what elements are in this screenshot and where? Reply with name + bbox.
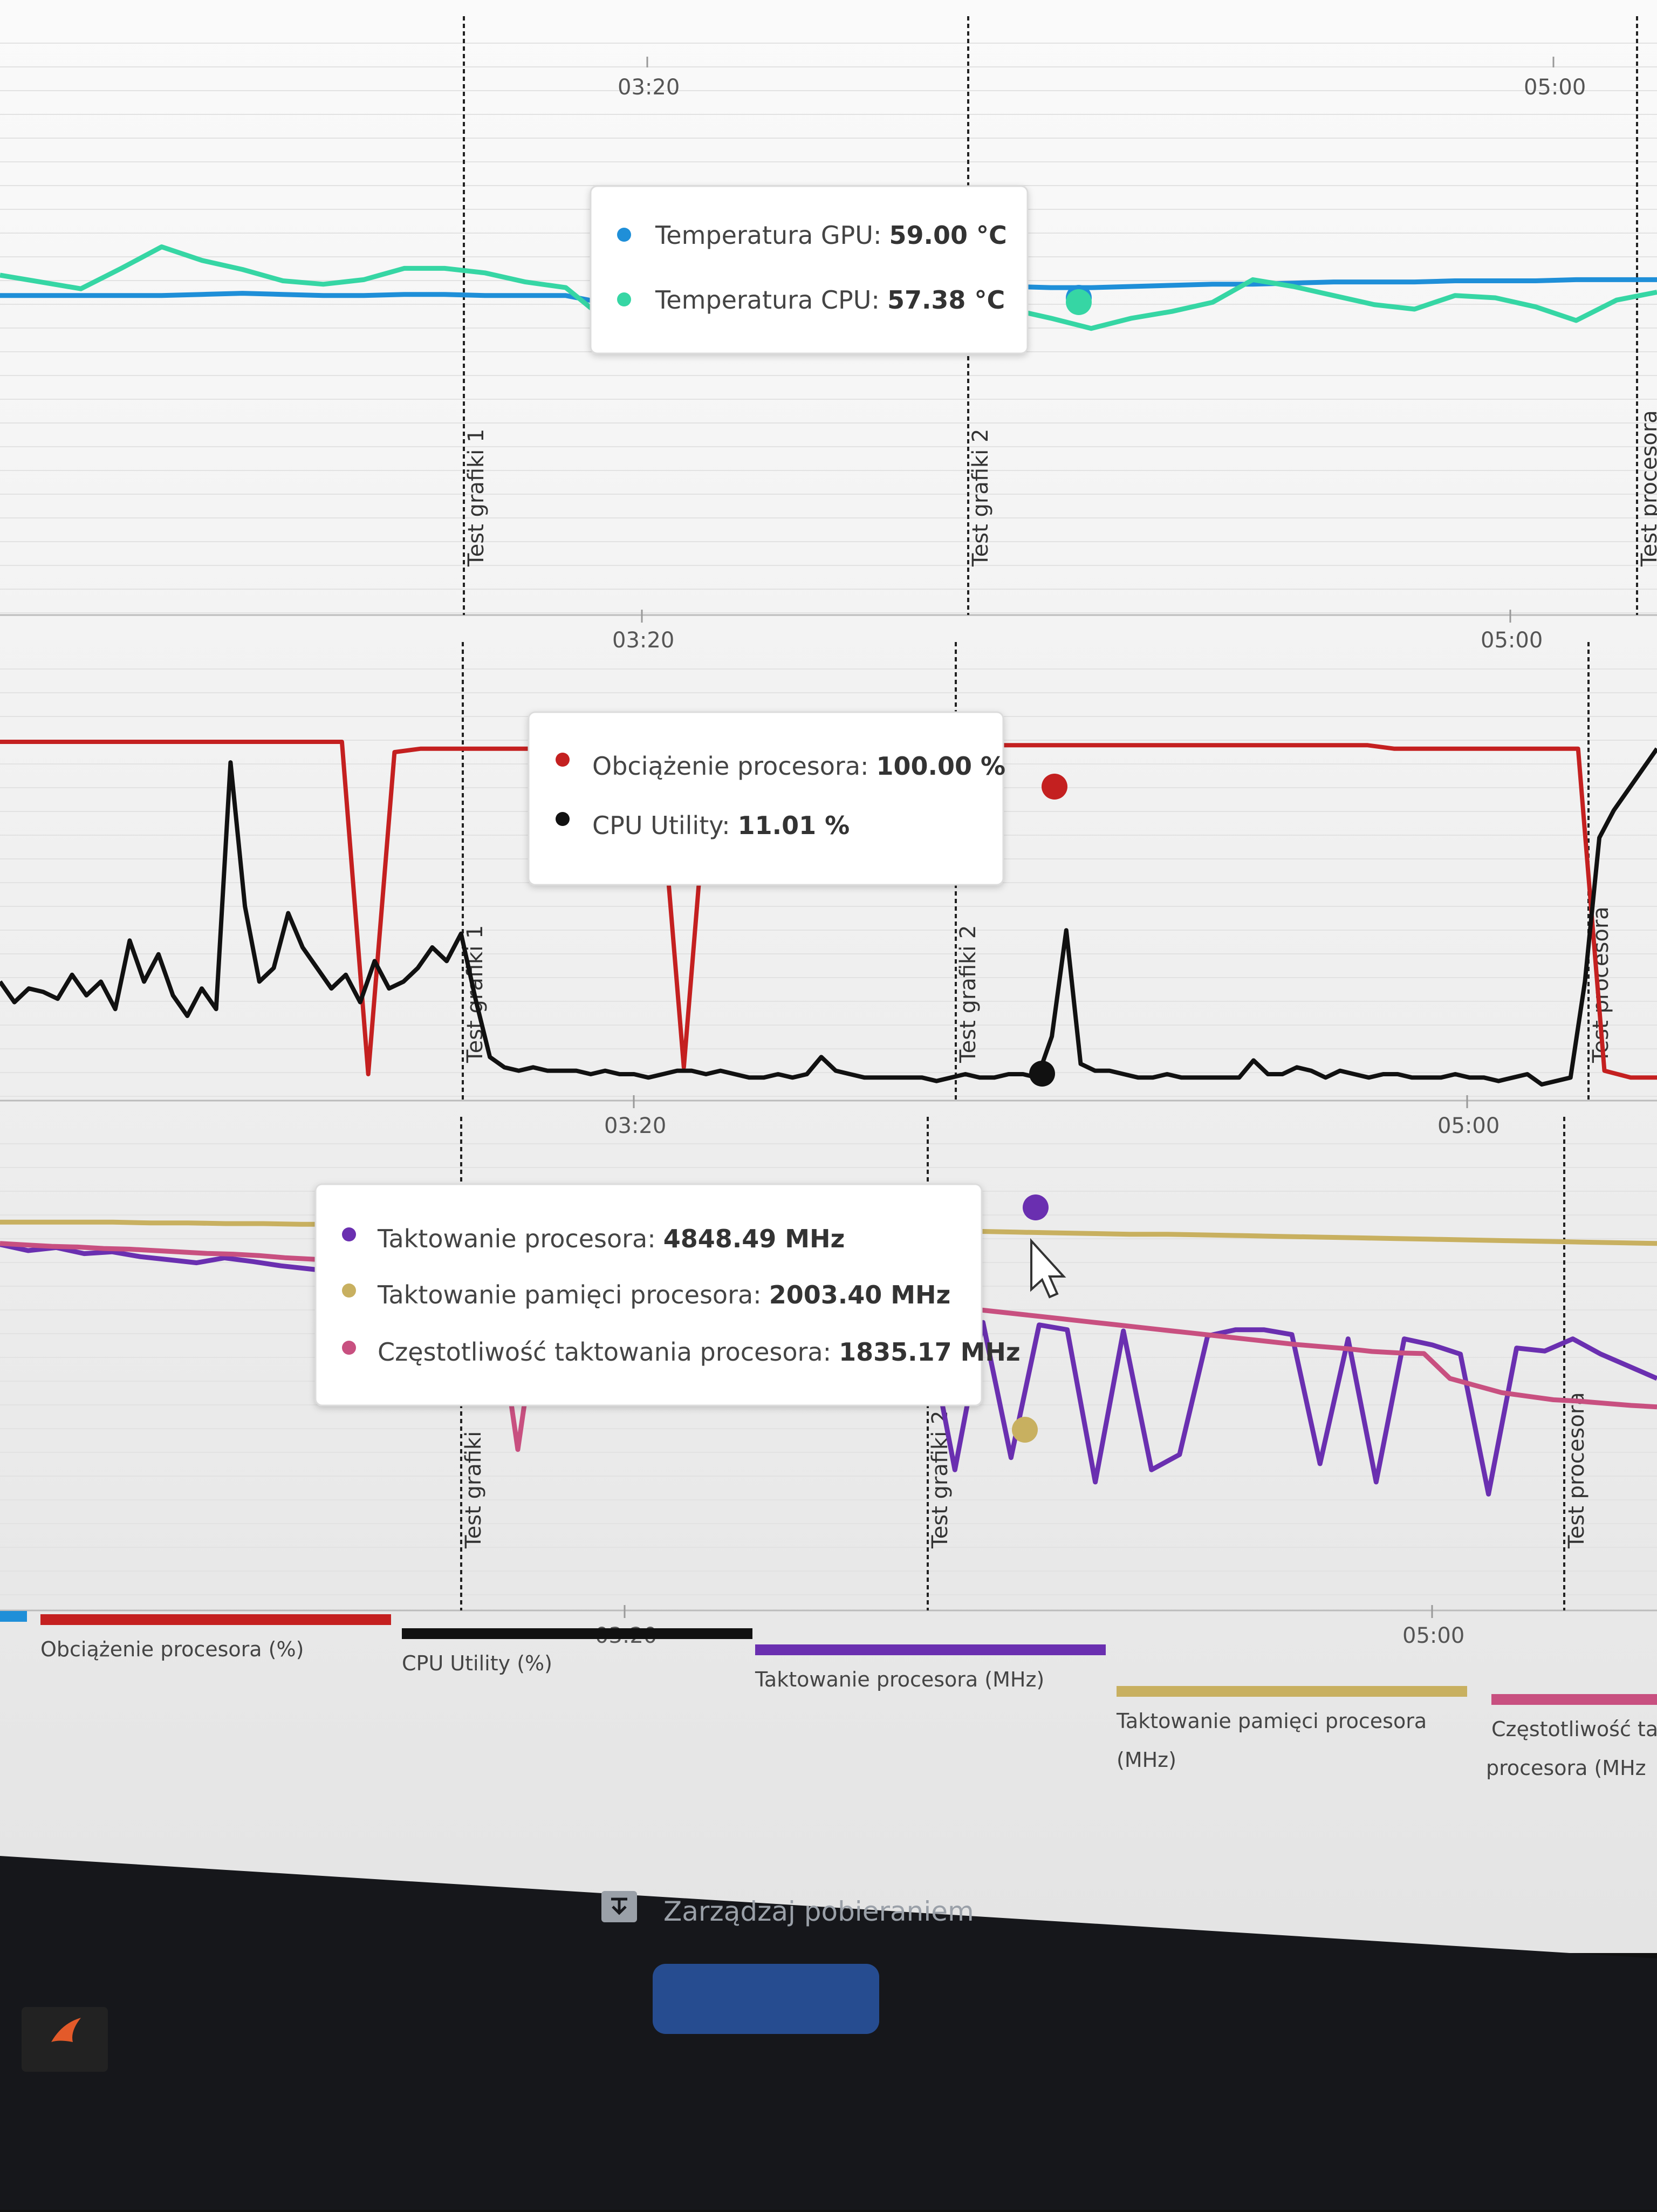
tooltip-value-cpu-freq: 1835.17 MHz bbox=[839, 1337, 1021, 1367]
x-tick-label: 05:00 bbox=[1481, 628, 1543, 653]
x-tick-label: 05:00 bbox=[1402, 1623, 1464, 1648]
legend-dot-mem-clock bbox=[342, 1283, 356, 1298]
legend-dot-cpu-clock bbox=[342, 1227, 356, 1241]
legend-swatch-gpu-temp bbox=[0, 1611, 27, 1622]
download-arrow-icon bbox=[611, 1897, 627, 1915]
hover-point-cpu-load bbox=[1042, 774, 1067, 800]
marker-label: Test procesora bbox=[1564, 1392, 1589, 1549]
tooltip-row-label: Temperatura GPU: 59.00 °C bbox=[655, 221, 1007, 250]
x-tick-label: 03:20 bbox=[618, 75, 680, 100]
tooltip-row-label: CPU Utility: 11.01 % bbox=[592, 811, 850, 840]
tooltip-row-label: Taktowanie pamięci procesora: 2003.40 MHz bbox=[377, 1280, 950, 1309]
series-line-CPU Utility bbox=[0, 747, 1657, 1087]
download-manager-button[interactable]: Zarządzaj pobieraniem bbox=[601, 1891, 974, 1927]
x-tick-label: 05:00 bbox=[1437, 1114, 1499, 1138]
marker-label: Test grafiki 2 bbox=[968, 429, 993, 567]
legend-swatch bbox=[1491, 1694, 1657, 1705]
taskbar-highlight bbox=[653, 1964, 879, 2034]
marker-label: Test procesora bbox=[1637, 410, 1657, 567]
tooltip-box bbox=[314, 1183, 983, 1407]
download-manager-label: Zarządzaj pobieraniem bbox=[663, 1896, 974, 1927]
legend-dot-gpu-temp bbox=[617, 228, 631, 242]
tooltip-label-gpu: Temperatura GPU: bbox=[655, 221, 881, 250]
legend-swatch bbox=[402, 1628, 752, 1639]
tooltip-value-cpu: 57.38 °C bbox=[887, 285, 1005, 315]
tooltip-box bbox=[590, 185, 1029, 354]
tooltip-value-cpu-clock: 4848.49 MHz bbox=[663, 1224, 845, 1253]
hover-point-mem-clock bbox=[1012, 1417, 1038, 1443]
legend-label: Częstotliwość ta bbox=[1491, 1717, 1657, 1741]
x-tick-label: 05:00 bbox=[1524, 75, 1586, 100]
x-tick-label: 03:20 bbox=[604, 1114, 666, 1138]
legend-dot-cpu-utility bbox=[556, 812, 570, 826]
tooltip-label-utility: CPU Utility: bbox=[592, 811, 730, 840]
hover-point-cpu-temp bbox=[1066, 289, 1092, 315]
tooltip-value-mem-clock: 2003.40 MHz bbox=[769, 1280, 951, 1309]
tooltip-box bbox=[528, 711, 1004, 886]
tooltip-row-label: Taktowanie procesora: 4848.49 MHz bbox=[377, 1224, 845, 1253]
hover-point-cpu-clock bbox=[1023, 1194, 1049, 1220]
legend-label-line2: (MHz) bbox=[1117, 1748, 1176, 1772]
legend-dot-cpu-load bbox=[556, 753, 570, 767]
mouse-cursor-icon bbox=[1030, 1238, 1066, 1299]
browser-flame-icon bbox=[51, 2018, 81, 2042]
tooltip-label-mem-clock: Taktowanie pamięci procesora: bbox=[377, 1280, 762, 1309]
legend: Obciążenie procesora (%) CPU Utility (%) T… bbox=[0, 1611, 1657, 1780]
legend-label: CPU Utility (%) bbox=[402, 1651, 552, 1675]
legend-swatch bbox=[40, 1614, 391, 1625]
tooltip-label-cpu-freq: Częstotliwość taktowania procesora: bbox=[378, 1337, 831, 1367]
legend-dot-cpu-freq bbox=[342, 1341, 356, 1355]
tooltip-temperatures: Temperatura GPU: 59.00 °C Temperatura CPU… bbox=[590, 185, 1029, 354]
tooltip-label-cpu: Temperatura CPU: bbox=[655, 285, 880, 315]
legend-label: Taktowanie procesora (MHz) bbox=[755, 1668, 1044, 1691]
x-tick-label: 03:20 bbox=[612, 628, 674, 653]
tooltip-label-cpu-clock: Taktowanie procesora: bbox=[377, 1224, 656, 1253]
hover-point-cpu-utility bbox=[1029, 1061, 1055, 1087]
tooltip-cpu-load: Obciążenie procesora: 100.00 % CPU Utilit… bbox=[528, 711, 1005, 886]
marker-label: Test grafiki 2 bbox=[956, 925, 981, 1063]
marker-label: Test grafiki bbox=[461, 1431, 486, 1549]
legend-swatch bbox=[755, 1644, 1106, 1655]
legend-label: Taktowanie pamięci procesora bbox=[1116, 1709, 1427, 1733]
legend-dot-cpu-temp bbox=[617, 292, 631, 306]
tooltip-row-label: Temperatura CPU: 57.38 °C bbox=[655, 285, 1005, 315]
legend-label: Obciążenie procesora (%) bbox=[40, 1637, 304, 1661]
tooltip-row-label: Obciążenie procesora: 100.00 % bbox=[592, 752, 1005, 781]
tooltip-value-gpu: 59.00 °C bbox=[889, 221, 1006, 250]
legend-swatch bbox=[1117, 1686, 1467, 1697]
tooltip-row-label: Częstotliwość taktowania procesora: 1835.… bbox=[378, 1337, 1021, 1367]
tooltip-clocks: Taktowanie procesora: 4848.49 MHz Taktowa… bbox=[314, 1183, 1021, 1407]
tooltip-value-load: 100.00 % bbox=[877, 752, 1006, 781]
marker-label: Test grafiki 1 bbox=[464, 429, 489, 567]
tooltip-label-load: Obciążenie procesora: bbox=[592, 752, 869, 781]
legend-label-line2: procesora (MHz bbox=[1486, 1756, 1646, 1780]
tooltip-value-utility: 11.01 % bbox=[738, 811, 850, 840]
